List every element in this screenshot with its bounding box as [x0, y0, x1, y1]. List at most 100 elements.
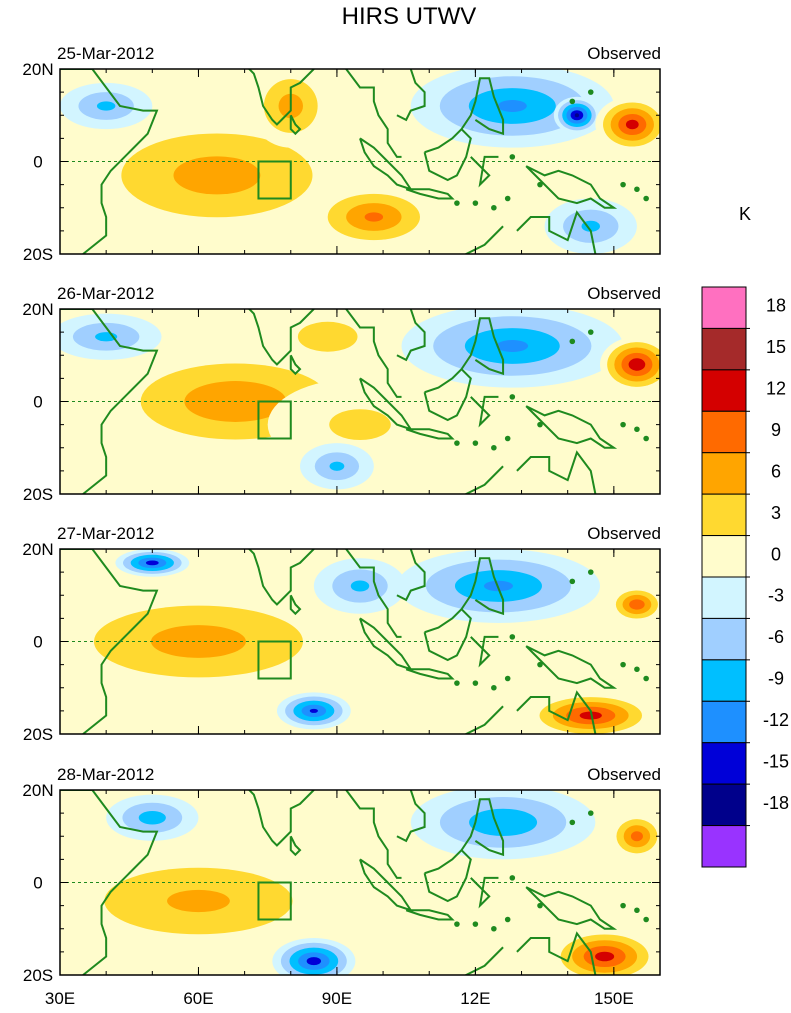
coastline [345, 69, 402, 158]
coastline [516, 450, 597, 494]
coastline [60, 790, 159, 975]
panel-4: 20N 0 20S 28-Mar-2012 Observed [22, 765, 661, 985]
coastline [525, 405, 618, 449]
coastline [423, 607, 472, 662]
panel-observed-label: Observed [587, 524, 661, 543]
contour-level [630, 831, 643, 842]
contour-level [496, 340, 529, 352]
contour-level [629, 599, 645, 610]
anomaly-field [60, 69, 660, 254]
coastline [359, 617, 414, 672]
coastline [60, 69, 159, 254]
x-tick-label: 90E [322, 989, 352, 1008]
colorbar-level-label: -18 [763, 793, 789, 813]
coastline [405, 188, 455, 200]
coastline [60, 549, 159, 734]
island [620, 902, 626, 909]
x-axis: 30E 60E 90E 12E 150E [45, 989, 634, 1008]
island [643, 195, 649, 202]
contour-level [306, 957, 322, 966]
coastline [247, 549, 315, 606]
colorbar-level-label: 18 [766, 296, 786, 316]
contour-level [329, 461, 345, 471]
x-tick-label: 150E [594, 989, 634, 1008]
y-tick-label: 20S [23, 245, 53, 264]
coastline [470, 155, 499, 188]
coastline [289, 835, 302, 857]
colorbar-swatch [701, 327, 747, 371]
coastline [405, 668, 455, 680]
anomaly-blob [106, 794, 199, 841]
contour-level [329, 409, 391, 441]
coastline [359, 137, 414, 192]
island [491, 204, 497, 211]
y-tick-label: 20S [23, 966, 53, 985]
contour-level [309, 708, 318, 713]
colorbar-swatch [701, 286, 747, 329]
anomaly-blob [553, 96, 601, 134]
coastline [396, 309, 426, 362]
y-tick-label: 20S [23, 725, 53, 744]
coastline [396, 69, 426, 122]
colorbar-level-label: 12 [766, 379, 786, 399]
study-region-box [257, 160, 292, 200]
anomaly-blob [401, 309, 624, 388]
coastline [289, 354, 302, 376]
colorbar-level-label: 0 [771, 544, 781, 564]
contour-level [469, 808, 538, 837]
study-region-box [257, 400, 292, 440]
coastlines [60, 69, 649, 254]
anomaly-blob [309, 184, 439, 250]
coastline [525, 645, 618, 689]
y-tick-label: 0 [33, 874, 42, 893]
colorbar-level-label: -12 [763, 710, 789, 730]
contour-level [96, 101, 116, 111]
colorbar-swatch [701, 535, 747, 578]
panel-observed-label: Observed [587, 284, 661, 303]
island [569, 98, 576, 105]
contour-level [628, 358, 646, 371]
island [620, 181, 626, 188]
colorbar-swatch [701, 700, 747, 744]
contour-level [364, 212, 384, 222]
contour-level [574, 113, 580, 118]
island [509, 875, 516, 881]
x-tick-label: 30E [45, 989, 75, 1008]
island [509, 394, 516, 400]
panel-3: 20N 0 20S 27-Mar-2012 Observed [22, 524, 661, 744]
colorbar-swatch [701, 576, 747, 619]
island [454, 440, 460, 446]
island [472, 440, 479, 446]
coastline [396, 549, 426, 602]
island [587, 89, 594, 95]
coastline [423, 127, 472, 182]
island [472, 680, 479, 686]
coastline [463, 946, 504, 975]
island [472, 921, 479, 927]
colorbar-level-label: -15 [763, 751, 789, 771]
anomaly-blob [276, 692, 351, 730]
contour-level [350, 580, 370, 592]
coastline [463, 705, 504, 734]
island [472, 200, 479, 206]
panel-date-label: 26-Mar-2012 [57, 284, 154, 303]
island [491, 684, 497, 691]
colorbar-level-label: 3 [771, 503, 781, 523]
panel-1: 20N 0 20S 25-Mar-2012 Observed [22, 44, 661, 264]
coastline [345, 790, 402, 879]
colorbar-swatch [701, 742, 747, 785]
coastline [525, 165, 618, 209]
island [537, 421, 543, 428]
island [634, 186, 640, 193]
colorbar-level-label: -9 [768, 669, 784, 689]
colorbar-swatch [701, 452, 747, 495]
coastline [516, 690, 597, 734]
anomaly-blob [544, 198, 637, 254]
coastline [247, 69, 315, 126]
coastline [359, 858, 414, 913]
colorbar: 18 15 12 9 6 3 0 -3 -6 -9 -12 -15 -18 [701, 286, 789, 868]
coastline [247, 309, 315, 366]
coastline [359, 377, 414, 432]
colorbar-swatch [701, 410, 747, 454]
